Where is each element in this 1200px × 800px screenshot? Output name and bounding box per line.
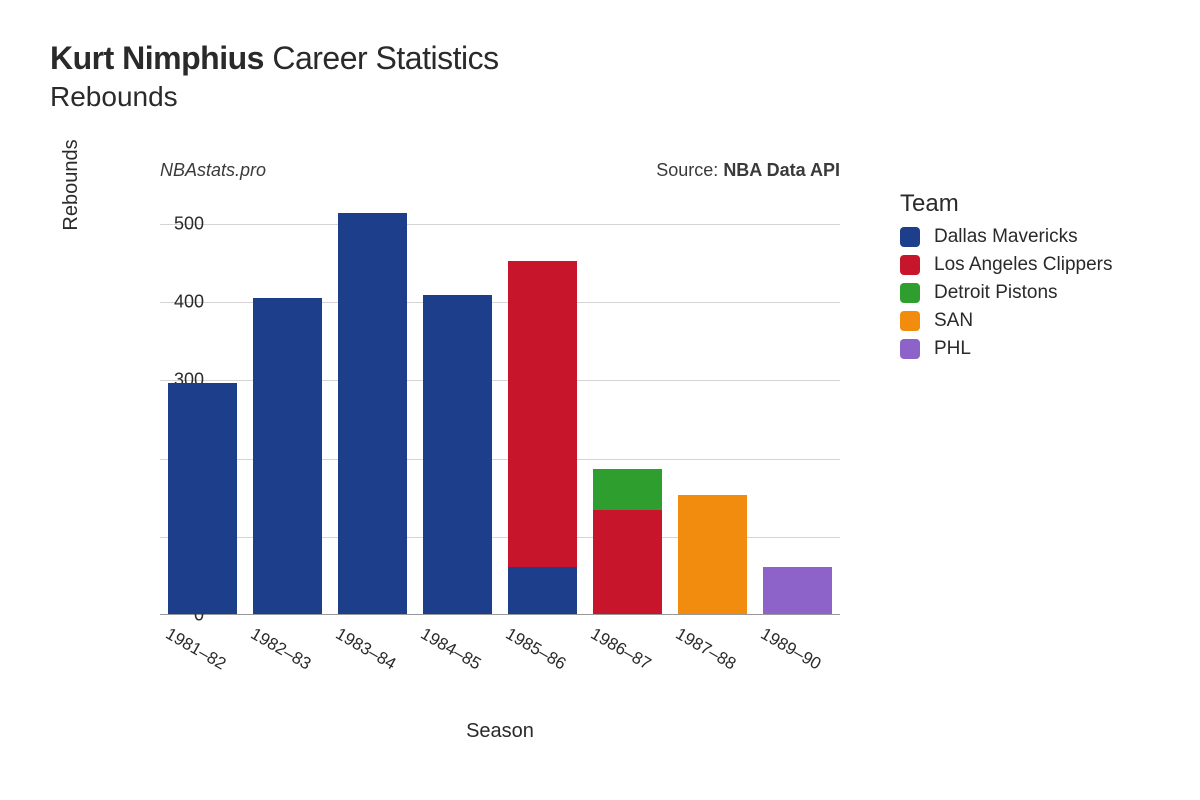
source-credit: Source: NBA Data API	[656, 160, 840, 181]
bar-group	[423, 295, 493, 614]
bar-segment	[338, 213, 408, 614]
bar-segment	[678, 495, 748, 614]
source-prefix: Source:	[656, 160, 718, 180]
bar-segment	[423, 295, 493, 614]
chart-title-line1: Kurt Nimphius Career Statistics	[50, 40, 1150, 77]
bar-segment	[508, 261, 578, 567]
legend-item: Detroit Pistons	[900, 282, 1160, 304]
bar-segment	[168, 383, 238, 614]
bar-segment	[508, 567, 578, 614]
title-suffix: Career Statistics	[272, 40, 498, 76]
legend-item: Los Angeles Clippers	[900, 254, 1160, 276]
plot-region: 01002003004005001981–821982–831983–84198…	[160, 185, 840, 615]
bar-segment	[763, 567, 833, 614]
x-tick-label: 1983–84	[332, 624, 399, 674]
bar-group	[593, 469, 663, 614]
bar-group	[338, 213, 408, 614]
bar-segment	[593, 510, 663, 614]
x-tick-label: 1987–88	[672, 624, 739, 674]
x-tick-label: 1981–82	[162, 624, 229, 674]
x-axis-title: Season	[160, 720, 840, 743]
legend-item: Dallas Mavericks	[900, 226, 1160, 248]
y-tick-label: 400	[154, 292, 204, 313]
grid-line	[160, 224, 840, 225]
chart-area: 01002003004005001981–821982–831983–84198…	[110, 185, 840, 655]
legend: Team Dallas Mavericks Los Angeles Clipper…	[900, 190, 1160, 366]
bar-segment	[253, 298, 323, 614]
legend-swatch	[900, 255, 920, 275]
x-tick-label: 1982–83	[247, 624, 314, 674]
legend-swatch	[900, 339, 920, 359]
x-tick-label: 1985–86	[502, 624, 569, 674]
site-credit: NBAstats.pro	[160, 160, 266, 181]
legend-swatch	[900, 311, 920, 331]
x-tick-label: 1986–87	[587, 624, 654, 674]
source-name: NBA Data API	[723, 160, 840, 180]
bar-group	[253, 298, 323, 614]
chart-title-line2: Rebounds	[50, 81, 1150, 113]
y-tick-label: 500	[154, 214, 204, 235]
legend-swatch	[900, 227, 920, 247]
bar-group	[508, 261, 578, 614]
legend-items: Dallas Mavericks Los Angeles Clippers Detr…	[900, 226, 1160, 360]
bar-group	[763, 567, 833, 614]
legend-item: SAN	[900, 310, 1160, 332]
legend-swatch	[900, 283, 920, 303]
bar-segment	[593, 469, 663, 510]
legend-label: SAN	[934, 310, 973, 332]
page: Kurt Nimphius Career Statistics Rebounds…	[0, 0, 1200, 800]
meta-row: NBAstats.pro Source: NBA Data API	[160, 160, 840, 181]
x-tick-label: 1989–90	[757, 624, 824, 674]
x-tick-label: 1984–85	[417, 624, 484, 674]
bar-group	[678, 495, 748, 614]
title-block: Kurt Nimphius Career Statistics Rebounds	[50, 40, 1150, 113]
bar-group	[168, 383, 238, 614]
legend-item: PHL	[900, 338, 1160, 360]
legend-label: PHL	[934, 338, 971, 360]
legend-label: Dallas Mavericks	[934, 226, 1078, 248]
legend-label: Detroit Pistons	[934, 282, 1058, 304]
y-axis-title: Rebounds	[60, 0, 83, 400]
legend-label: Los Angeles Clippers	[934, 254, 1113, 276]
legend-title: Team	[900, 190, 1160, 218]
